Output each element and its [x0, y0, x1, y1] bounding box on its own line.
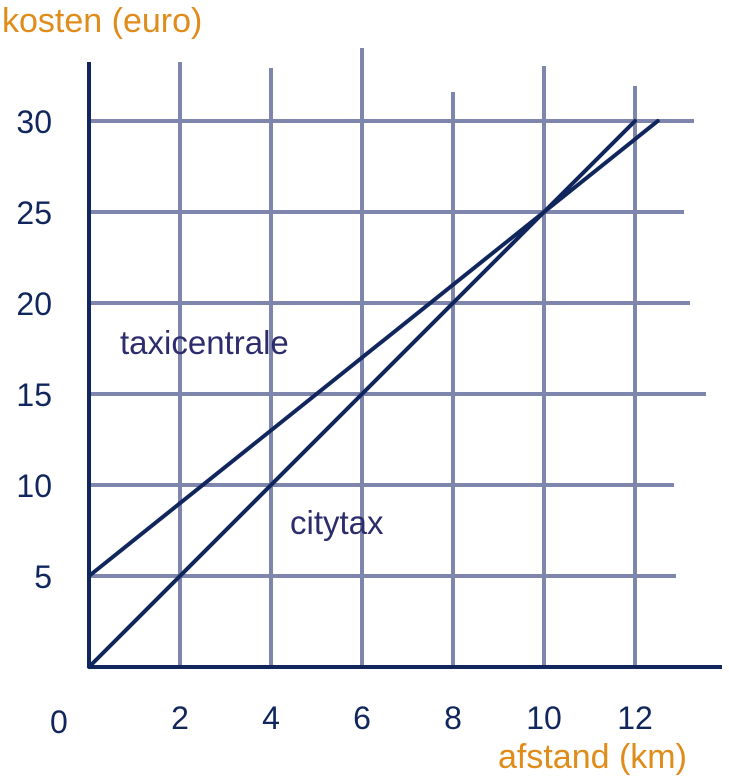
x-tick-label-8: 8: [444, 700, 462, 736]
y-tick-label-10: 10: [16, 468, 52, 504]
origin-label: 0: [50, 704, 68, 740]
axes: [87, 62, 722, 669]
x-tick-label-6: 6: [353, 700, 371, 736]
x-tick-label-4: 4: [262, 700, 280, 736]
y-tick-label-25: 25: [16, 195, 52, 231]
series-lines: [87, 119, 660, 669]
x-tick-label-12: 12: [617, 700, 653, 736]
series-line-taxicentrale: [87, 119, 660, 578]
y-axis-title: kosten (euro): [2, 2, 202, 40]
y-tick-label-15: 15: [16, 377, 52, 413]
grid: [89, 48, 706, 667]
series-label-citytax: citytax: [290, 504, 384, 541]
series-line-citytax: [87, 119, 637, 669]
series-label-taxicentrale: taxicentrale: [120, 324, 289, 361]
x-tick-label-10: 10: [526, 700, 562, 736]
y-tick-label-20: 20: [16, 286, 52, 322]
y-tick-label-5: 5: [34, 559, 52, 595]
x-axis-title: afstand (km): [498, 738, 687, 776]
tick-labels: 2 4 6 8 10 12 5 10 15 20 25 30: [16, 104, 652, 736]
y-tick-label-30: 30: [16, 104, 52, 140]
x-tick-label-2: 2: [171, 700, 189, 736]
